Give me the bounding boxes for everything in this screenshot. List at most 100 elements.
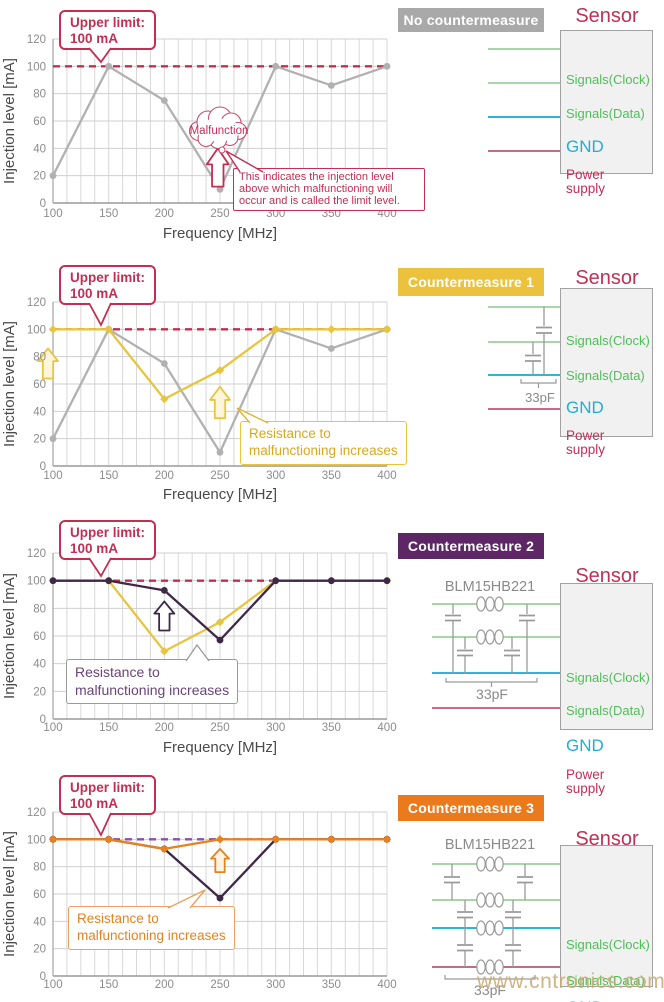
svg-text:300: 300 [266,470,285,482]
badge-countermeasure-1: Countermeasure 1 [398,268,544,296]
sensor-label-gnd: GND [566,736,604,755]
svg-text:Injection level [mA]: Injection level [mA] [1,58,18,184]
svg-text:350: 350 [322,470,341,482]
svg-text:100: 100 [43,208,62,220]
svg-text:100: 100 [43,979,62,991]
svg-text:0: 0 [40,461,46,473]
callout-line1: Resistance to [249,426,331,441]
svg-text:150: 150 [99,722,118,734]
svg-text:100: 100 [27,61,46,73]
svg-text:250: 250 [210,470,229,482]
svg-text:40: 40 [33,916,46,928]
svg-text:Frequency [MHz]: Frequency [MHz] [163,225,277,242]
svg-text:80: 80 [33,603,46,615]
badge-countermeasure-3: Countermeasure 3 [398,795,544,821]
svg-text:60: 60 [33,379,46,391]
power-line1: Power [566,767,605,782]
upper-limit-callout: Upper limit: 100 mA [59,775,156,815]
svg-text:60: 60 [33,889,46,901]
upper-limit-line1: Upper limit: [70,15,146,30]
svg-text:20: 20 [33,434,46,446]
svg-text:150: 150 [99,208,118,220]
power-line1: Power [566,428,605,443]
sensor-label-power: Power supply [566,768,605,795]
svg-text:120: 120 [27,807,46,819]
badge-no-countermeasure: No countermeasure [398,8,544,32]
svg-text:250: 250 [210,208,229,220]
svg-text:100: 100 [43,722,62,734]
sensor-box: Signals(Clock) Signals(Data) GND Power s… [560,845,653,1002]
svg-text:300: 300 [266,722,285,734]
callout-line2: malfunctioning increases [249,442,398,458]
svg-text:40: 40 [33,406,46,418]
svg-text:Frequency [MHz]: Frequency [MHz] [163,486,277,503]
svg-text:200: 200 [155,470,174,482]
note-line2: above which malfunctioning will [239,182,393,195]
resistance-callout-2: Resistance to malfunctioning increases [66,659,239,704]
svg-text:250: 250 [210,979,229,991]
svg-text:100: 100 [27,324,46,336]
svg-text:20: 20 [33,686,46,698]
callout-line1: Resistance to [77,911,159,926]
svg-text:40: 40 [33,659,46,671]
sensor-label-gnd: GND [566,998,604,1002]
svg-text:200: 200 [155,722,174,734]
svg-text:20: 20 [33,944,46,956]
power-line2: supply [566,441,606,457]
sensor-label-gnd: GND [566,398,604,417]
chart-countermeasure-2: 0 20 40 60 80 100 120 100 150 200 250 300 350 400 Freq… [1,548,397,756]
sensor-label-clock: Signals(Clock) [566,670,650,685]
sensor-title: Sensor [575,565,639,587]
callout-line2: malfunctioning increases [75,681,230,698]
svg-text:80: 80 [33,89,46,101]
svg-text:Injection level [mA]: Injection level [mA] [1,321,18,447]
upper-limit-line2: 100 mA [70,31,119,46]
svg-text:120: 120 [27,548,46,560]
svg-text:200: 200 [155,979,174,991]
upper-limit-line1: Upper limit: [70,780,146,795]
svg-text:80: 80 [33,862,46,874]
sensor-box: Signals(Clock) Signals(Data) GND Power s… [560,30,653,195]
callout-line2: malfunctioning increases [77,927,226,943]
sensor-box: Signals(Clock) Signals(Data) GND Power s… [560,583,653,795]
svg-text:20: 20 [33,171,46,183]
upper-limit-line2: 100 mA [70,286,119,301]
sensor-box: Signals(Clock) Signals(Data) GND Power s… [560,288,653,456]
chart-countermeasure-3: 0 20 40 60 80 100 120 100 150 200 250 300 350 400 Inje… [1,807,397,991]
resistance-callout-1: Resistance to malfunctioning increases [240,421,407,465]
sensor-label-data: Signals(Data) [566,368,645,383]
sensor-title: Sensor [575,828,639,850]
watermark: www.cntronics.com [477,970,664,993]
power-line2: supply [566,180,606,196]
note-line3: occur and is called the limit level. [239,194,400,207]
svg-text:400: 400 [377,979,396,991]
svg-text:60: 60 [33,116,46,128]
upper-limit-callout: Upper limit: 100 mA [59,265,156,305]
limit-level-note: This indicates the injection level above… [233,168,425,212]
svg-text:400: 400 [377,470,396,482]
svg-text:0: 0 [40,198,46,210]
upper-limit-callout: Upper limit: 100 mA [59,10,156,50]
sensor-label-data: Signals(Data) [566,703,645,718]
sensor-label-data: Signals(Data) [566,973,645,988]
svg-text:350: 350 [322,722,341,734]
upper-limit-line1: Upper limit: [70,525,146,540]
svg-text:200: 200 [155,208,174,220]
panel-countermeasure-2: 0 20 40 60 80 100 120 100 150 200 250 300 350 400 Freq… [0,510,664,795]
svg-text:120: 120 [27,34,46,46]
power-line1: Power [566,167,605,182]
svg-text:Injection level [mA]: Injection level [mA] [1,573,18,699]
svg-text:120: 120 [27,297,46,309]
sensor-label-power: Power supply [566,168,605,195]
upper-limit-line2: 100 mA [70,796,119,811]
chart-countermeasure-1: 0 20 40 60 80 100 120 100 150 200 250 300 350 400 Freq… [1,297,397,503]
svg-text:Injection level [mA]: Injection level [mA] [1,831,18,957]
svg-text:60: 60 [33,631,46,643]
svg-text:100: 100 [27,834,46,846]
svg-text:100: 100 [27,576,46,588]
svg-text:350: 350 [322,979,341,991]
svg-text:Frequency [MHz]: Frequency [MHz] [163,739,277,756]
note-line1: This indicates the injection level [239,171,394,183]
panel-countermeasure-1: 0 20 40 60 80 100 120 100 150 200 250 300 350 400 Freq… [0,255,664,510]
